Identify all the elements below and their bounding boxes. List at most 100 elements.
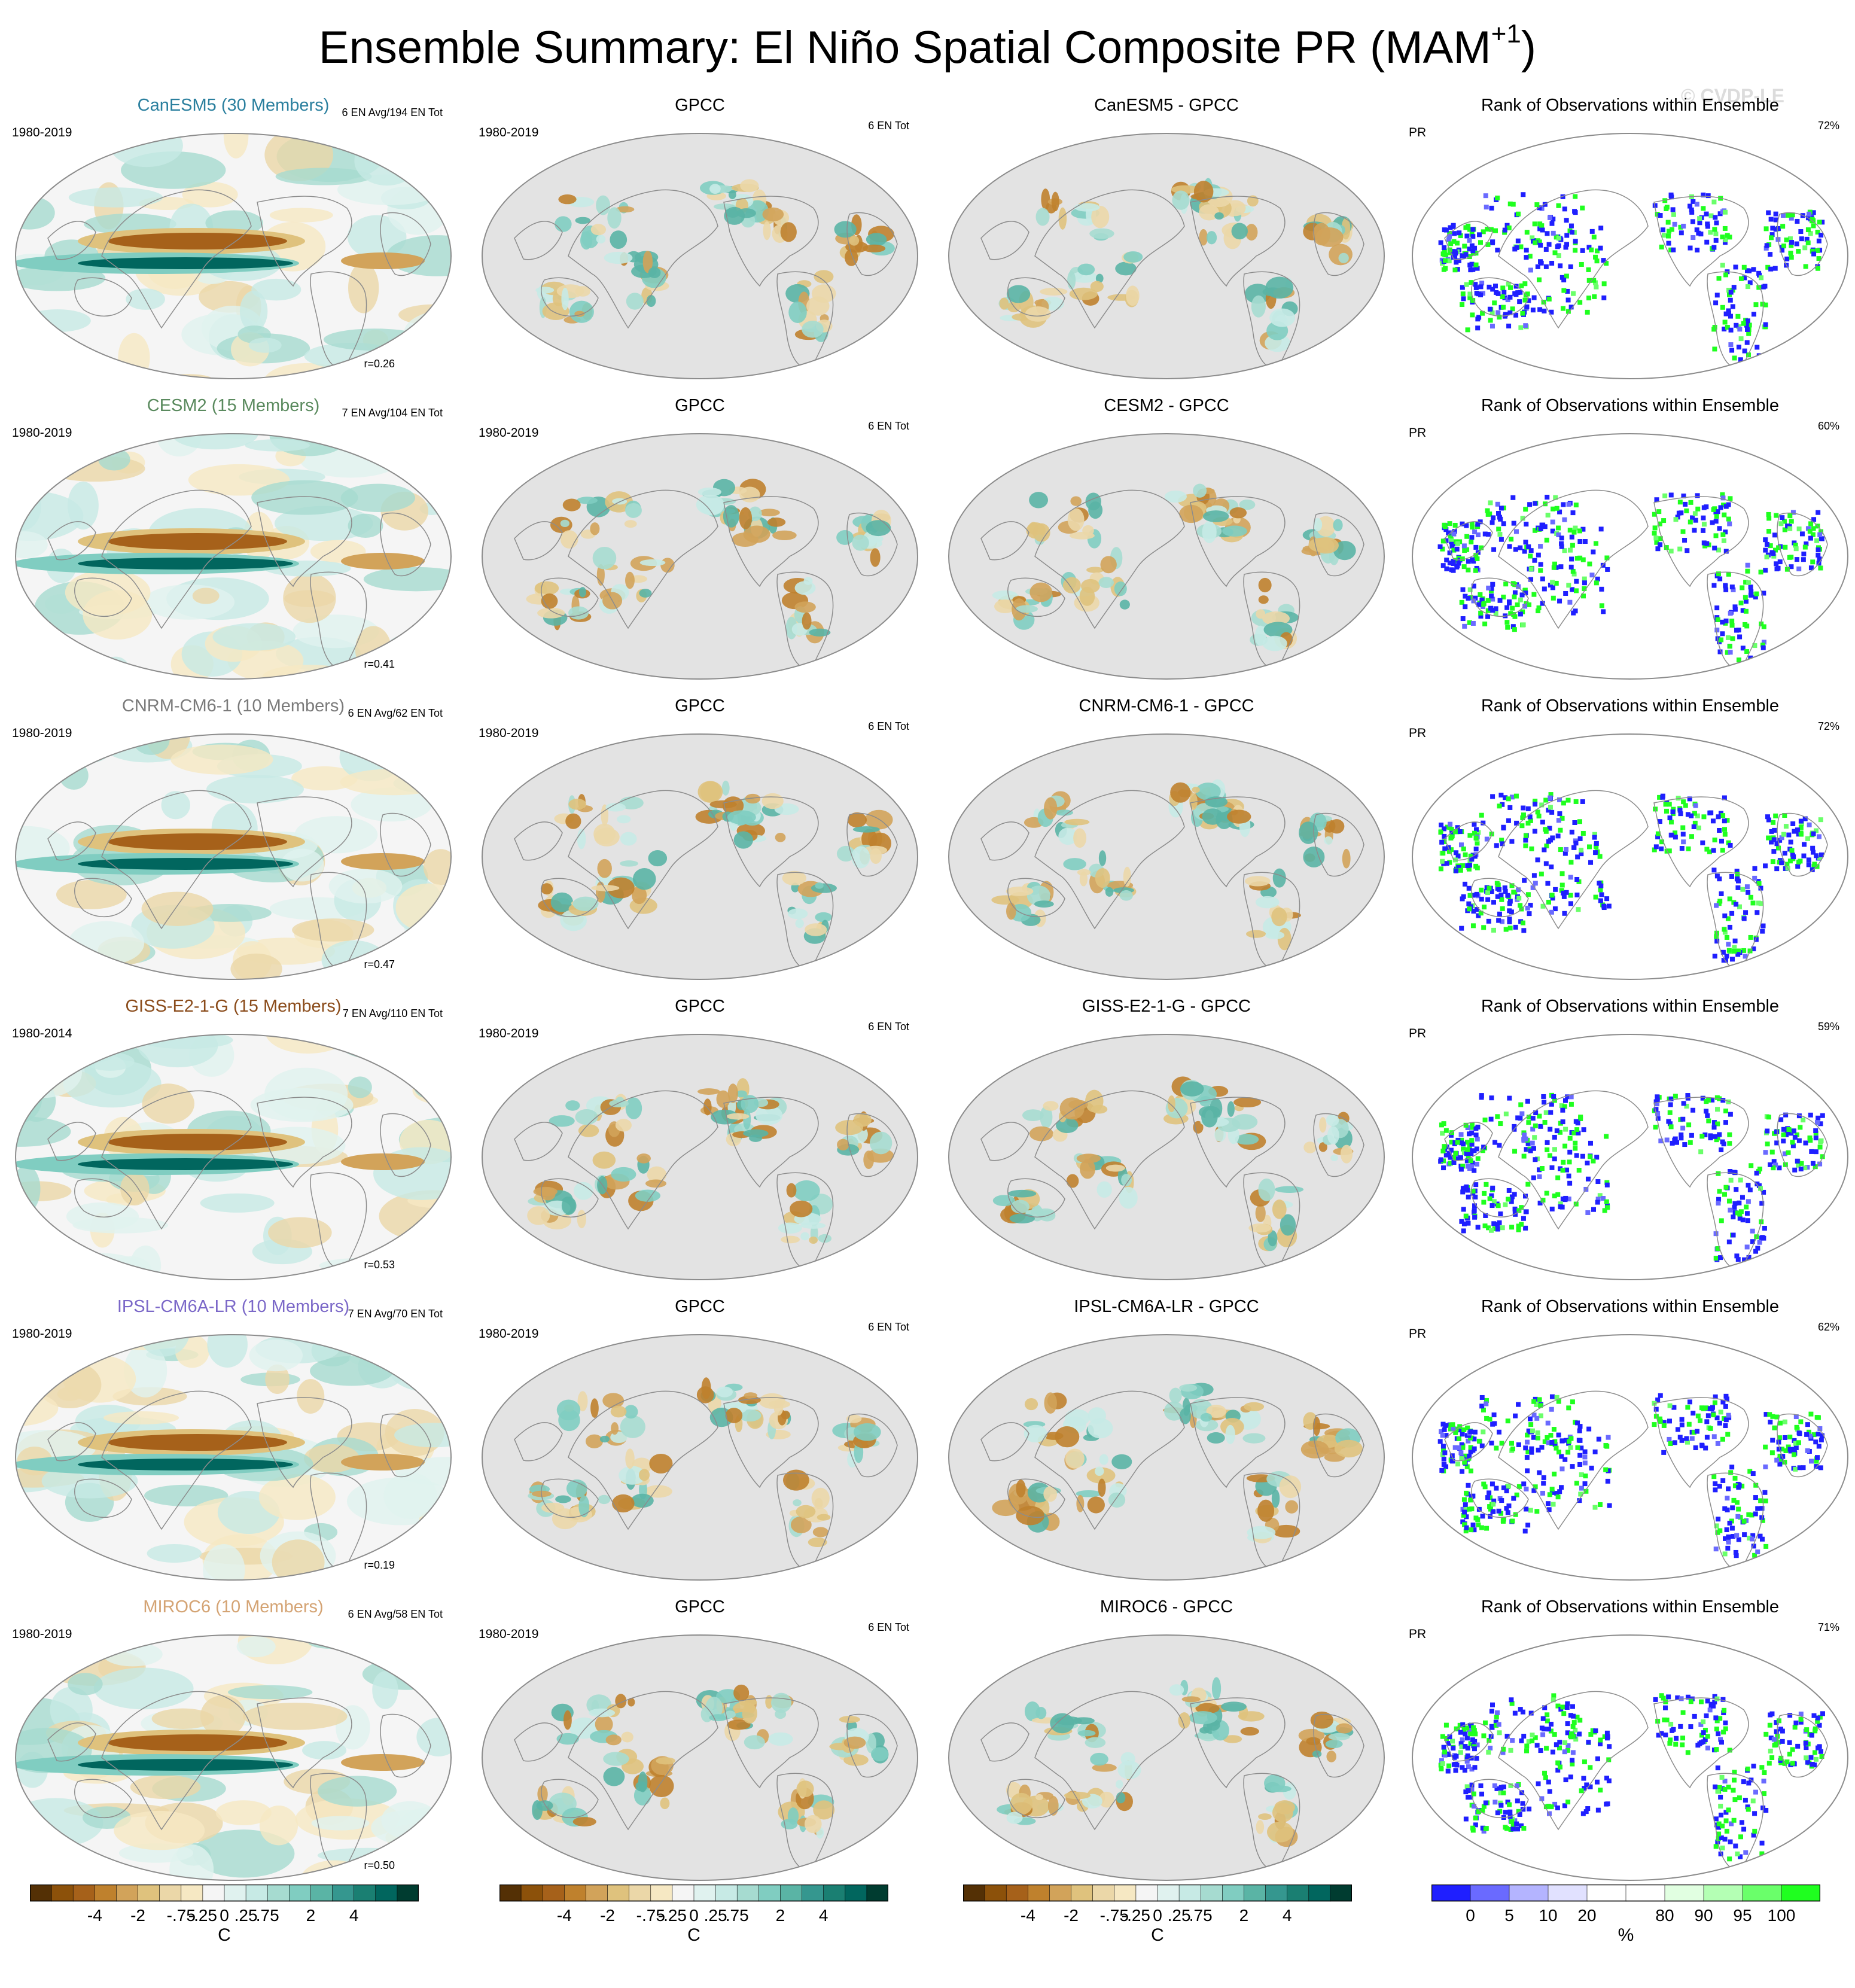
world-map [482, 1334, 918, 1581]
coastline [74, 878, 132, 918]
colorbar-swatch [1222, 1885, 1245, 1902]
map-border [948, 433, 1385, 680]
panel-variable: PR [1409, 726, 1427, 740]
coastline [47, 1422, 96, 1462]
world-map [15, 733, 452, 980]
coastline [1498, 790, 1649, 930]
coastline [1444, 221, 1493, 260]
world-map [1412, 433, 1848, 680]
colorbar-swatch [564, 1885, 587, 1902]
colorbar-swatch [1308, 1885, 1331, 1902]
coastline [1471, 1178, 1529, 1218]
map-border [1412, 1034, 1848, 1280]
coastline [514, 821, 563, 861]
world-map [15, 1334, 452, 1581]
panel-obs-4: GPCC 1980-2019 6 EN Tot [473, 991, 927, 1284]
panel-model-2: CESM2 (15 Members) 1980-2019 7 EN Avg/104 … [6, 390, 461, 683]
coastline [74, 1779, 132, 1819]
panel-obs-6: GPCC 1980-2019 6 EN Tot [473, 1591, 927, 1885]
coastline [723, 1697, 819, 1789]
colorbar-swatch [802, 1885, 824, 1902]
colorbar-swatch [1548, 1885, 1588, 1902]
map-border [482, 733, 918, 980]
coastline [541, 1779, 599, 1819]
coastline [1007, 878, 1065, 918]
coastline [568, 790, 718, 930]
world-map [1412, 1034, 1848, 1280]
coastline [1653, 1097, 1749, 1188]
world-map [948, 433, 1385, 680]
coastline [514, 1422, 563, 1462]
colorbar-swatch [629, 1885, 651, 1902]
colorbar-swatch [1742, 1885, 1782, 1902]
colorbar-swatch [1114, 1885, 1137, 1902]
map-border [15, 133, 452, 379]
map-border [948, 1334, 1385, 1581]
colorbar-tick-label: -.25 [188, 1906, 217, 1925]
coastline [514, 1722, 563, 1762]
colorbar-swatch [693, 1885, 716, 1902]
panel-title: GISS-E2-1-G - GPCC [1082, 997, 1251, 1016]
colorbar-swatch [1157, 1885, 1180, 1902]
panel-years: 1980-2014 [12, 1027, 72, 1040]
coastline [47, 1722, 96, 1762]
coastline [1007, 277, 1065, 317]
panel-title: MIROC6 - GPCC [1099, 1597, 1233, 1616]
panel-diff-3: CNRM-CM6-1 - GPCC [939, 690, 1394, 984]
coastline [568, 189, 718, 329]
map-background [949, 1034, 1384, 1280]
coastline [74, 277, 132, 317]
panel-years: 1980-2019 [12, 426, 72, 440]
colorbar-swatch [1586, 1885, 1626, 1902]
coastline [1777, 512, 1828, 577]
coastline [47, 221, 96, 260]
panel-variable: PR [1409, 1327, 1427, 1341]
coastline [1777, 1713, 1828, 1778]
panel-event-count: 7 EN Avg/110 EN Tot [342, 1007, 443, 1019]
panel-title: GISS-E2-1-G (15 Members) [125, 997, 342, 1016]
figure-title-close: ) [1521, 22, 1537, 73]
colorbar-tick-label: .25 [1167, 1906, 1191, 1925]
panel-obs-1: GPCC 1980-2019 6 EN Tot [473, 90, 927, 383]
coastline [723, 496, 819, 587]
map-border [15, 433, 452, 680]
colorbar-swatch [823, 1885, 846, 1902]
coastline [1498, 1691, 1649, 1831]
panel-title: CNRM-CM6-1 - GPCC [1079, 696, 1254, 716]
colorbar-tick-label: -4 [87, 1906, 102, 1925]
world-map [15, 1034, 452, 1280]
map-border [15, 733, 452, 980]
world-map [482, 1034, 918, 1280]
world-map [482, 733, 918, 980]
coastline [846, 1413, 898, 1478]
coastline [1777, 812, 1828, 877]
colorbar-swatch [138, 1885, 160, 1902]
map-background [482, 734, 918, 979]
panel-years: 1980-2019 [12, 126, 72, 139]
colorbar-tick-label: 10 [1539, 1906, 1558, 1925]
panel-years: 1980-2019 [479, 726, 539, 740]
coastline [1190, 196, 1286, 287]
panel-title: IPSL-CM6A-LR (10 Members) [117, 1297, 350, 1316]
world-map [948, 1034, 1385, 1280]
coastline [568, 489, 718, 629]
figure-title: Ensemble Summary: El Niño Spatial Compos… [0, 18, 1855, 78]
panel-event-count: 6 EN Tot [868, 1021, 909, 1033]
colorbar-swatch [1287, 1885, 1309, 1902]
panel-title: CanESM5 - GPCC [1094, 96, 1239, 115]
map-border [1412, 1334, 1848, 1581]
pattern-correlation: r=0.41 [364, 658, 395, 670]
coastline [257, 1697, 352, 1789]
panel-variable: PR [1409, 1627, 1427, 1641]
panel-obs-5: GPCC 1980-2019 6 EN Tot [473, 1291, 927, 1584]
map-background [1412, 734, 1848, 979]
colorbar-unit: C [687, 1925, 700, 1945]
panel-title: CNRM-CM6-1 (10 Members) [121, 696, 345, 716]
world-map [482, 1634, 918, 1881]
coastline [1777, 1413, 1828, 1478]
coastline [74, 1478, 132, 1518]
map-border [15, 1334, 452, 1581]
colorbar-swatch [1178, 1885, 1202, 1902]
pattern-correlation: r=0.47 [364, 958, 395, 970]
colorbar-tick-label: 80 [1655, 1906, 1674, 1925]
